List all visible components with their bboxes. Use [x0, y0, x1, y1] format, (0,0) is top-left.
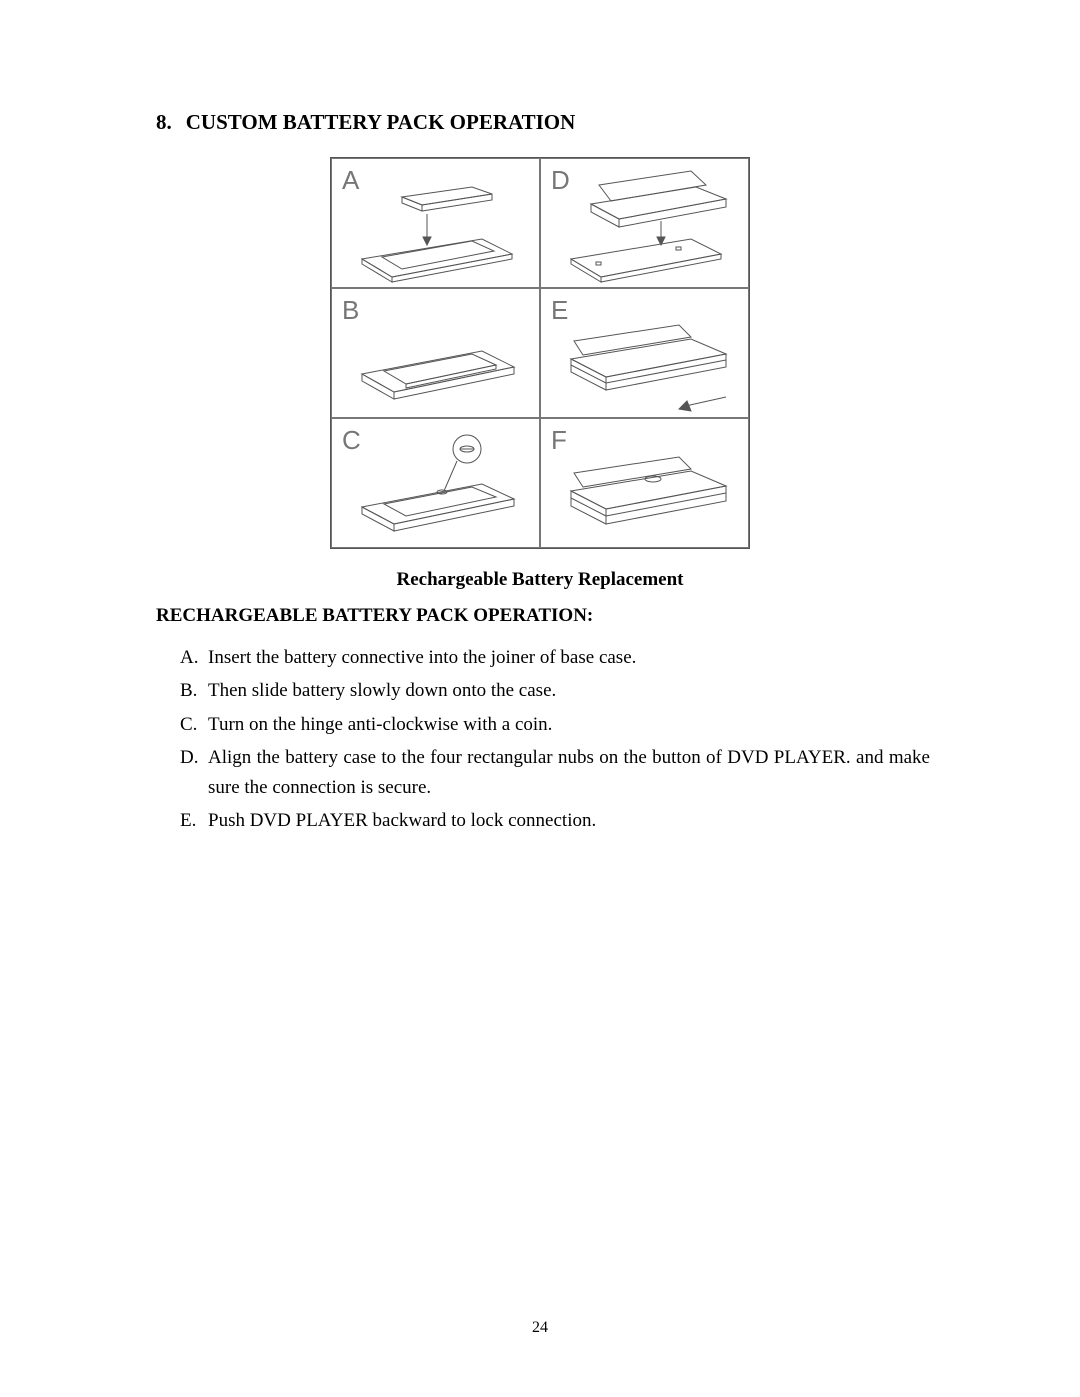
section-number: 8. — [156, 110, 172, 134]
subheading: RECHARGEABLE BATTERY PACK OPERATION: — [150, 605, 930, 627]
diagram-cell-e: E — [540, 288, 749, 418]
section-title: CUSTOM BATTERY PACK OPERATION — [186, 110, 576, 134]
list-item: A. Insert the battery connective into th… — [180, 643, 930, 672]
diagram-cell-b: B — [331, 288, 540, 418]
diagram-grid: A — [330, 157, 750, 549]
diagram-block: A — [330, 157, 750, 549]
section-heading: 8. CUSTOM BATTERY PACK OPERATION — [150, 110, 930, 135]
step-marker: E. — [180, 806, 208, 835]
step-marker: C. — [180, 710, 208, 739]
list-item: B. Then slide battery slowly down onto t… — [180, 676, 930, 705]
step-text: Align the battery case to the four recta… — [208, 743, 930, 802]
step-marker: D. — [180, 743, 208, 802]
page-number: 24 — [0, 1319, 1080, 1337]
diagram-cell-d: D — [540, 158, 749, 288]
list-item: D. Align the battery case to the four re… — [180, 743, 930, 802]
illustration-a — [332, 159, 540, 288]
step-list: A. Insert the battery connective into th… — [150, 643, 930, 836]
step-text: Insert the battery connective into the j… — [208, 643, 930, 672]
illustration-d — [541, 159, 749, 288]
step-text: Turn on the hinge anti-clockwise with a … — [208, 710, 930, 739]
illustration-b — [332, 289, 540, 418]
diagram-cell-a: A — [331, 158, 540, 288]
illustration-e — [541, 289, 749, 418]
illustration-f — [541, 419, 749, 548]
illustration-c — [332, 419, 540, 548]
diagram-caption: Rechargeable Battery Replacement — [150, 569, 930, 591]
step-marker: B. — [180, 676, 208, 705]
step-text: Then slide battery slowly down onto the … — [208, 676, 930, 705]
list-item: C. Turn on the hinge anti-clockwise with… — [180, 710, 930, 739]
diagram-cell-f: F — [540, 418, 749, 548]
list-item: E. Push DVD PLAYER backward to lock conn… — [180, 806, 930, 835]
step-text: Push DVD PLAYER backward to lock connect… — [208, 806, 930, 835]
diagram-cell-c: C — [331, 418, 540, 548]
step-marker: A. — [180, 643, 208, 672]
manual-page: 8. CUSTOM BATTERY PACK OPERATION A — [0, 0, 1080, 836]
